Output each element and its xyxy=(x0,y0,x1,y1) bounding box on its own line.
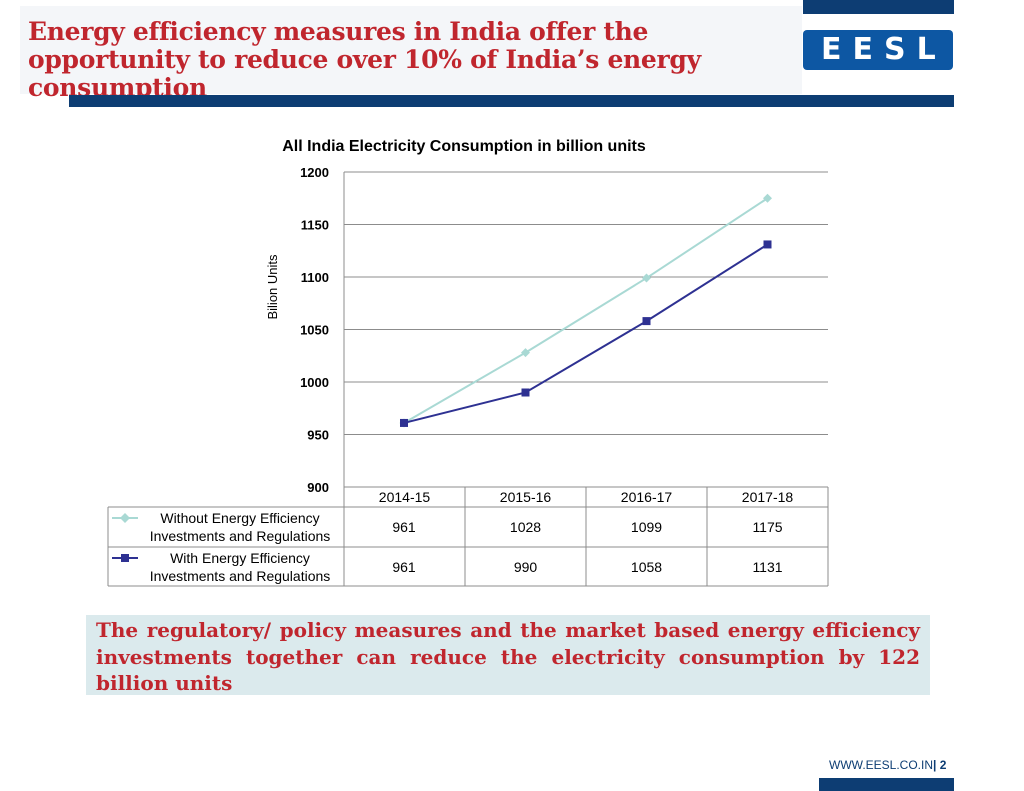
x-tick-label: 2015-16 xyxy=(500,489,552,505)
logo-text: EESL xyxy=(821,32,947,67)
y-tick-label: 1150 xyxy=(301,218,329,233)
data-point xyxy=(642,273,651,283)
table-value: 990 xyxy=(514,559,538,575)
eesl-logo: ★★★★★ EESL xyxy=(803,21,953,70)
table-value: 1175 xyxy=(752,519,782,535)
footer-separator: | xyxy=(933,758,937,772)
legend-key-marker xyxy=(121,554,129,562)
y-tick-label: 1050 xyxy=(300,323,329,338)
legend-label: Without Energy Efficiency Investments and… xyxy=(150,510,331,544)
chart-title: All India Electricity Consumption in bil… xyxy=(282,138,646,155)
table-value: 1028 xyxy=(510,519,541,535)
table-value: 961 xyxy=(392,559,416,575)
table-value: 1131 xyxy=(752,559,782,575)
page-number: 2 xyxy=(939,758,947,772)
table-value: 961 xyxy=(392,519,416,535)
data-table: 2014-15 2015-16 2016-17 2017-18 Without Ener… xyxy=(107,486,829,587)
series-lines xyxy=(399,193,772,428)
y-axis-label: Bilion Units xyxy=(265,254,280,320)
y-tick-label: 1200 xyxy=(300,165,329,180)
title-panel xyxy=(20,6,802,94)
data-point xyxy=(400,418,408,427)
legend-label: With Energy Efficiency Investments and Re… xyxy=(150,550,331,584)
footer: WWW.EESL.CO.IN| 2 xyxy=(829,758,946,772)
table-value: 1058 xyxy=(631,559,662,575)
y-tick-label: 1000 xyxy=(300,375,329,390)
summary-panel xyxy=(86,615,930,695)
data-point xyxy=(521,388,530,397)
x-tick-label: 2017-18 xyxy=(742,489,794,505)
footer-url: WWW.EESL.CO.IN xyxy=(829,758,934,772)
series-line xyxy=(403,197,769,424)
title-underline-bar xyxy=(69,95,954,107)
series-line xyxy=(403,243,769,424)
x-tick-label: 2014-15 xyxy=(379,489,431,505)
data-point xyxy=(642,317,651,326)
logo-top-bar xyxy=(803,0,954,14)
y-tick-label: 1100 xyxy=(301,270,329,285)
logo-stars-icon: ★★★★★ xyxy=(803,21,864,31)
summary-text: The regulatory/ policy measures and the … xyxy=(96,618,920,695)
y-tick-labels: 900 950 1000 1050 1100 1150 1200 xyxy=(300,165,329,495)
table-value: 1099 xyxy=(631,519,662,535)
grid-lines xyxy=(343,171,828,487)
y-tick-label: 950 xyxy=(307,428,329,443)
footer-bar xyxy=(819,778,954,791)
slide-title: Energy efficiency measures in India offe… xyxy=(28,17,701,102)
x-tick-label: 2016-17 xyxy=(621,489,673,505)
data-point xyxy=(763,240,772,249)
data-point xyxy=(763,193,772,203)
legend-key-marker xyxy=(120,513,130,523)
y-tick-label: 900 xyxy=(307,480,329,495)
data-point xyxy=(521,348,530,358)
